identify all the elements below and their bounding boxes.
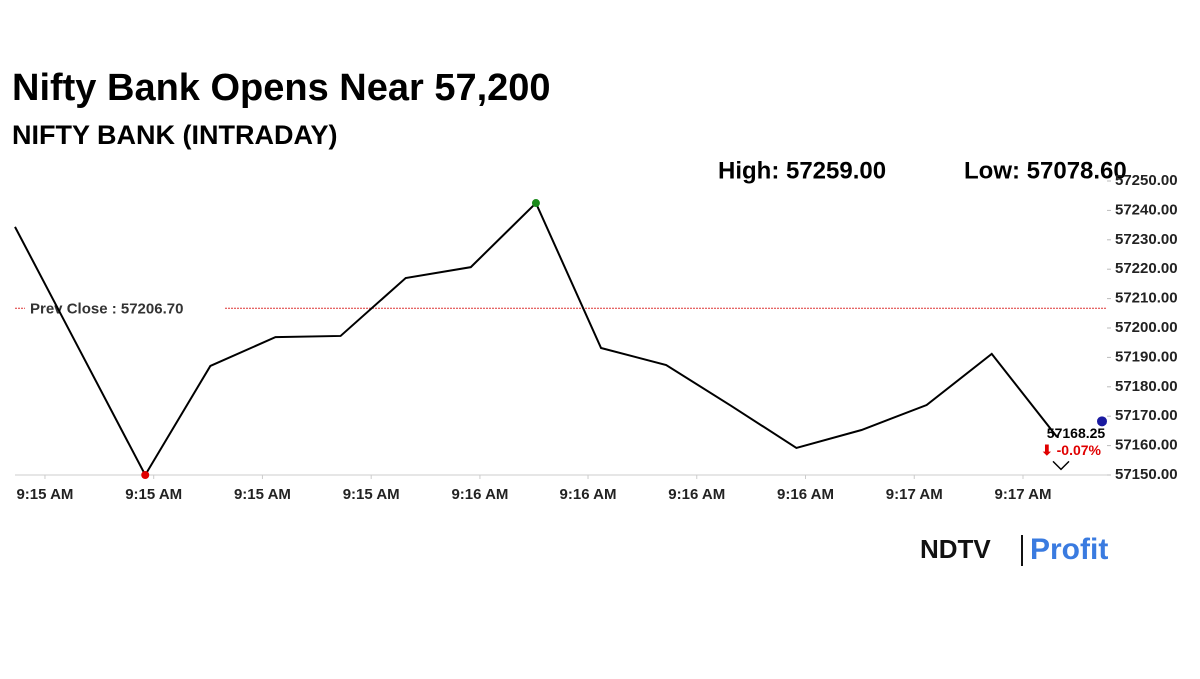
prev-close-label: Prev Close : 57206.70 xyxy=(30,300,183,317)
x-tick-label: 9:16 AM xyxy=(777,486,834,503)
high-label: High: 57259.00 xyxy=(718,157,886,184)
y-tick-label: 57180.00 xyxy=(1115,378,1178,395)
high-marker xyxy=(531,199,540,208)
last-price-label: 57168.25 xyxy=(1047,425,1106,441)
chart-title: Nifty Bank Opens Near 57,200 xyxy=(12,67,551,109)
y-tick-label: 57200.00 xyxy=(1115,319,1178,336)
change-label: ⬇ -0.07% xyxy=(1041,442,1102,458)
y-tick-label: 57250.00 xyxy=(1115,172,1178,189)
last-price-marker xyxy=(1097,416,1107,427)
y-tick-label: 57230.00 xyxy=(1115,231,1178,248)
y-tick-label: 57210.00 xyxy=(1115,290,1178,307)
x-tick-label: 9:15 AM xyxy=(234,486,291,503)
x-tick-label: 9:16 AM xyxy=(451,486,508,503)
x-tick-label: 9:15 AM xyxy=(125,486,182,503)
y-tick-label: 57150.00 xyxy=(1115,466,1178,483)
brand-logo: NDTV xyxy=(920,534,991,564)
y-tick-label: 57160.00 xyxy=(1115,437,1178,454)
y-tick-label: 57220.00 xyxy=(1115,260,1178,277)
low-marker xyxy=(141,471,150,479)
prev-close-label-bg xyxy=(25,298,225,319)
low-label: Low: 57078.60 xyxy=(964,157,1127,184)
brand-logo-suffix: Profit xyxy=(1030,533,1108,566)
price-line xyxy=(14,201,1058,478)
chart-subtitle: NIFTY BANK (INTRADAY) xyxy=(12,120,338,150)
y-tick-label: 57190.00 xyxy=(1115,348,1178,365)
x-tick-label: 9:16 AM xyxy=(668,486,725,503)
y-tick-label: 57170.00 xyxy=(1115,407,1178,424)
y-tick-label: 57240.00 xyxy=(1115,201,1178,218)
x-tick-label: 9:15 AM xyxy=(16,486,73,503)
x-tick-label: 9:17 AM xyxy=(886,486,943,503)
x-tick-label: 9:17 AM xyxy=(995,486,1052,503)
x-tick-label: 9:15 AM xyxy=(343,486,400,503)
x-tick-label: 9:16 AM xyxy=(560,486,617,503)
tooltip-pointer xyxy=(1052,460,1070,471)
